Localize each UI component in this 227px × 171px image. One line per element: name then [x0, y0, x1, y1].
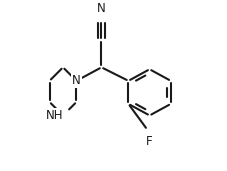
Text: N: N: [97, 2, 105, 15]
Text: NH: NH: [45, 109, 63, 122]
Text: N: N: [72, 74, 81, 87]
Text: F: F: [146, 135, 152, 148]
